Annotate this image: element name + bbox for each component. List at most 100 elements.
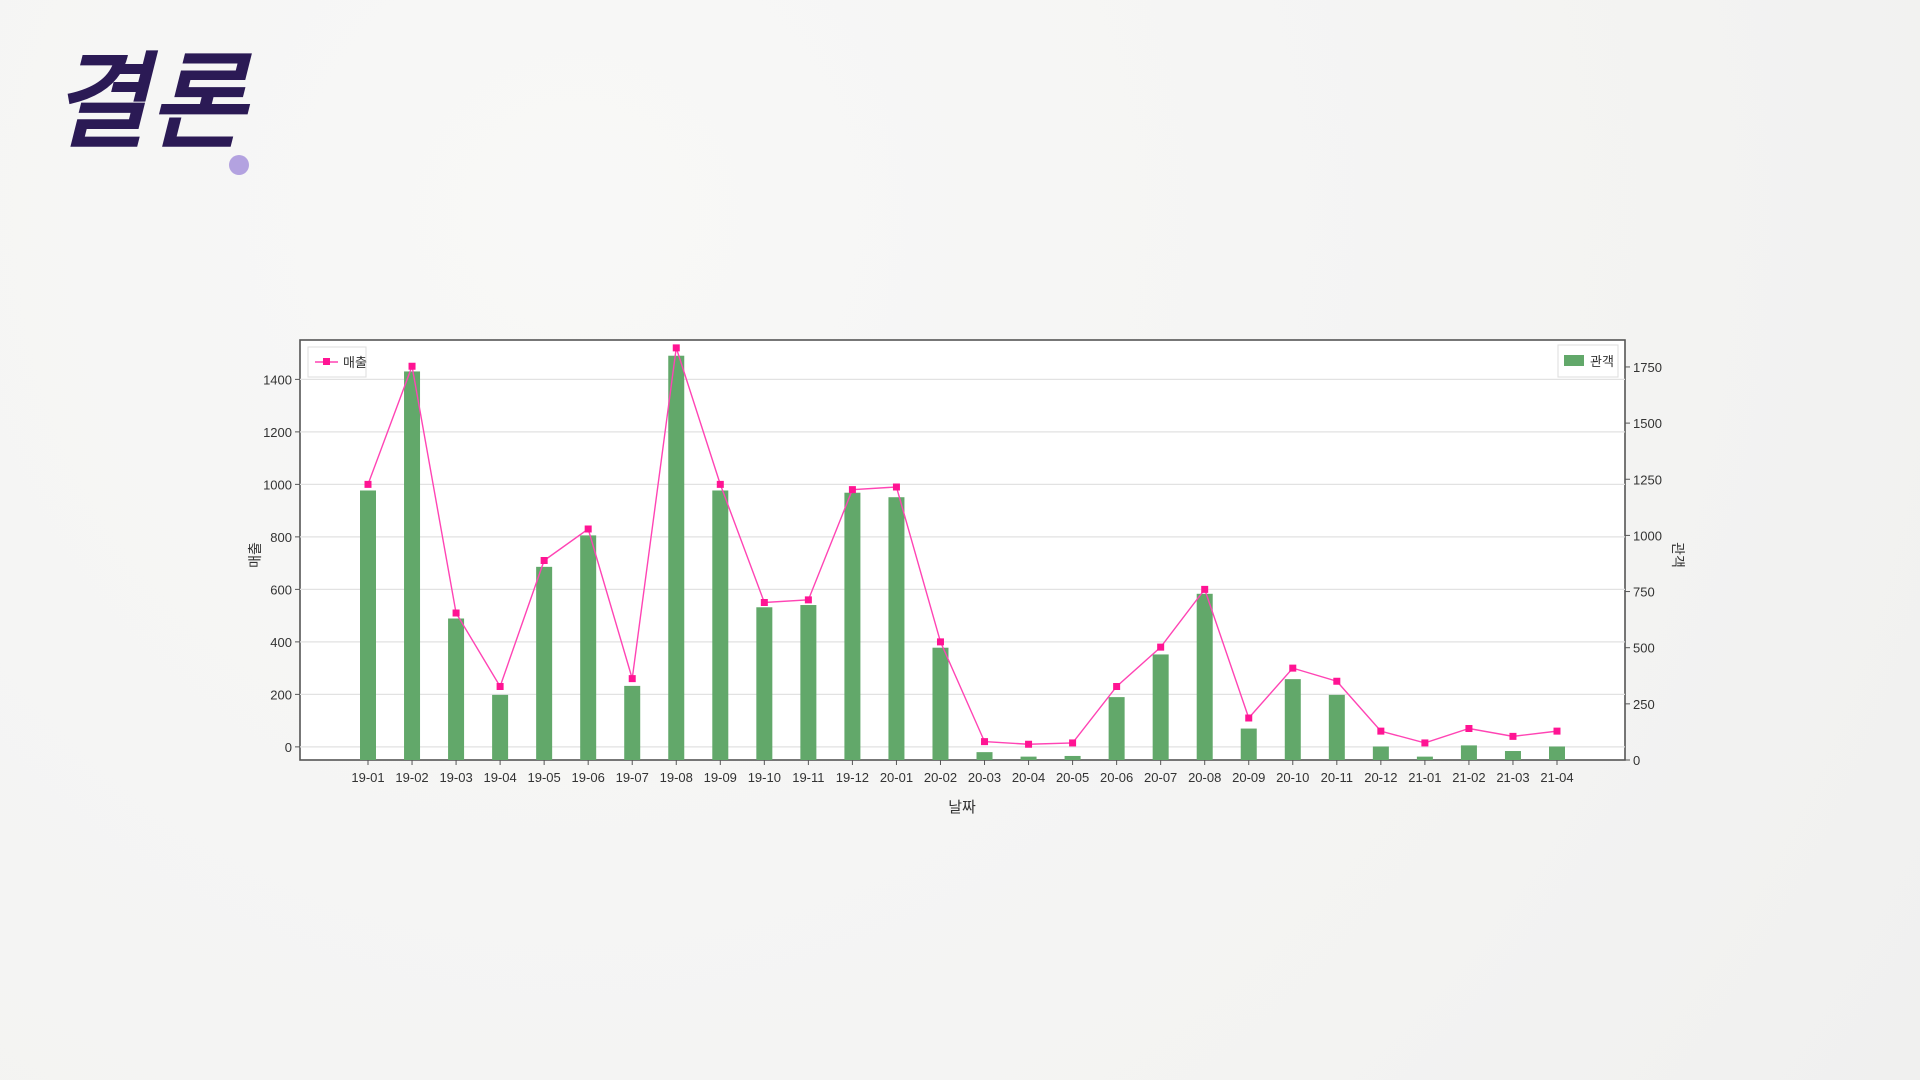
gridlines bbox=[300, 378, 1625, 748]
line-point-19-08 bbox=[672, 344, 680, 352]
x-tick-label: 19-05 bbox=[528, 770, 561, 785]
left-tick-label: 1400 bbox=[263, 372, 292, 387]
bar-19-08 bbox=[668, 355, 685, 760]
x-tick-label: 20-01 bbox=[880, 770, 913, 785]
line-point-20-11 bbox=[1333, 677, 1341, 685]
bar-19-12 bbox=[844, 492, 861, 760]
right-tick-label: 0 bbox=[1633, 753, 1640, 768]
x-tick-label: 19-04 bbox=[483, 770, 516, 785]
x-tick-label: 20-08 bbox=[1188, 770, 1221, 785]
x-tick-label: 20-09 bbox=[1232, 770, 1265, 785]
line-point-19-10 bbox=[760, 599, 768, 606]
line-path bbox=[367, 347, 1558, 745]
x-tick-label: 19-08 bbox=[660, 770, 693, 785]
chart-container: 0 200 400 600 800 1000 1200 1400 0 250 500 750 1000… bbox=[240, 320, 1700, 840]
right-tick-label: 1750 bbox=[1633, 360, 1662, 375]
bar-19-04 bbox=[492, 694, 509, 760]
line-point-21-03 bbox=[1509, 732, 1517, 740]
x-tick-label: 20-05 bbox=[1056, 770, 1089, 785]
bar-19-03 bbox=[448, 618, 465, 760]
x-tick-label: 21-03 bbox=[1496, 770, 1529, 785]
x-tick-label: 19-09 bbox=[704, 770, 737, 785]
x-tick-label: 19-12 bbox=[836, 770, 869, 785]
right-tick-label: 1000 bbox=[1633, 528, 1662, 543]
bar-20-03 bbox=[976, 752, 993, 760]
line-point-20-04 bbox=[1025, 740, 1033, 748]
line-point-20-06 bbox=[1113, 683, 1121, 690]
bar-20-09 bbox=[1240, 728, 1257, 760]
x-tick-label: 19-06 bbox=[572, 770, 605, 785]
x-tick-label: 21-01 bbox=[1408, 770, 1441, 785]
line-point-20-07 bbox=[1157, 643, 1165, 651]
line-point-21-01 bbox=[1421, 739, 1429, 747]
right-tick-label: 250 bbox=[1633, 697, 1655, 712]
x-tick-label: 20-06 bbox=[1100, 770, 1133, 785]
line-series bbox=[364, 344, 1561, 748]
line-point-20-03 bbox=[981, 738, 989, 746]
legend-right-swatch-icon bbox=[1564, 355, 1584, 366]
line-point-20-12 bbox=[1377, 727, 1385, 735]
right-tick-label: 1250 bbox=[1633, 472, 1662, 487]
bar-21-04 bbox=[1549, 746, 1565, 760]
x-tick-label: 20-11 bbox=[1321, 770, 1353, 785]
x-tick-label: 19-11 bbox=[792, 770, 824, 785]
line-point-19-02 bbox=[408, 362, 416, 370]
line-point-21-02 bbox=[1465, 725, 1473, 732]
bar-21-02 bbox=[1460, 745, 1477, 760]
line-point-19-04 bbox=[496, 683, 504, 690]
left-tick-label: 200 bbox=[270, 687, 292, 702]
bar-19-07 bbox=[624, 685, 641, 760]
plot-frame bbox=[299, 339, 1626, 761]
legend-left-marker-icon bbox=[323, 358, 330, 365]
left-tick-label: 800 bbox=[270, 530, 292, 545]
bar-20-05 bbox=[1064, 755, 1081, 760]
x-tick-label: 20-10 bbox=[1276, 770, 1309, 785]
line-point-20-01 bbox=[892, 483, 900, 491]
bar-20-07 bbox=[1152, 654, 1169, 760]
left-tick-label: 0 bbox=[285, 740, 292, 755]
x-axis-label: 날짜 bbox=[948, 799, 976, 816]
line-point-19-07 bbox=[628, 675, 636, 683]
left-axis-label: 매출 bbox=[247, 542, 263, 568]
right-tick-label: 1500 bbox=[1633, 416, 1662, 431]
bar-20-04 bbox=[1020, 756, 1037, 760]
bar-20-01 bbox=[888, 497, 905, 760]
bar-19-02 bbox=[404, 371, 421, 760]
bar-20-11 bbox=[1328, 694, 1345, 760]
bar-19-01 bbox=[360, 490, 376, 760]
left-tick-label: 1200 bbox=[263, 425, 292, 440]
bar-19-05 bbox=[536, 566, 553, 760]
legend-right-label: 관객 bbox=[1590, 354, 1614, 369]
bar-21-01 bbox=[1416, 756, 1433, 760]
x-tick-label: 19-03 bbox=[439, 770, 472, 785]
bar-19-11 bbox=[800, 605, 817, 760]
slide-title: 결론 bbox=[52, 40, 248, 163]
combo-chart: 0 200 400 600 800 1000 1200 1400 0 250 500 750 1000… bbox=[247, 339, 1686, 816]
bar-20-08 bbox=[1196, 593, 1213, 760]
left-tick-label: 600 bbox=[270, 582, 292, 597]
bar-20-12 bbox=[1372, 746, 1389, 760]
bar-19-10 bbox=[756, 607, 773, 760]
x-tick-label: 20-04 bbox=[1012, 770, 1045, 785]
line-point-19-03 bbox=[452, 609, 460, 617]
bar-20-02 bbox=[932, 647, 949, 760]
left-tick-label: 400 bbox=[270, 635, 292, 650]
bar-21-03 bbox=[1504, 751, 1521, 760]
bar-19-06 bbox=[580, 535, 597, 760]
legend-right: 관객 bbox=[1557, 344, 1619, 378]
line-point-19-06 bbox=[584, 525, 592, 533]
x-tick-label: 20-07 bbox=[1144, 770, 1177, 785]
bar-20-10 bbox=[1284, 679, 1301, 760]
line-point-19-09 bbox=[716, 480, 724, 488]
left-axis-ticks: 0 200 400 600 800 1000 1200 1400 bbox=[263, 372, 300, 755]
x-tick-label: 19-10 bbox=[748, 770, 781, 785]
x-tick-label: 19-07 bbox=[616, 770, 649, 785]
x-tick-label: 19-02 bbox=[395, 770, 428, 785]
bar-series bbox=[360, 355, 1565, 760]
right-axis-ticks: 0 250 500 750 1000 1250 1500 1750 bbox=[1625, 360, 1662, 768]
line-point-21-04 bbox=[1553, 727, 1561, 735]
line-point-19-01 bbox=[364, 480, 372, 488]
line-point-19-12 bbox=[848, 486, 856, 494]
line-point-19-05 bbox=[540, 557, 548, 564]
